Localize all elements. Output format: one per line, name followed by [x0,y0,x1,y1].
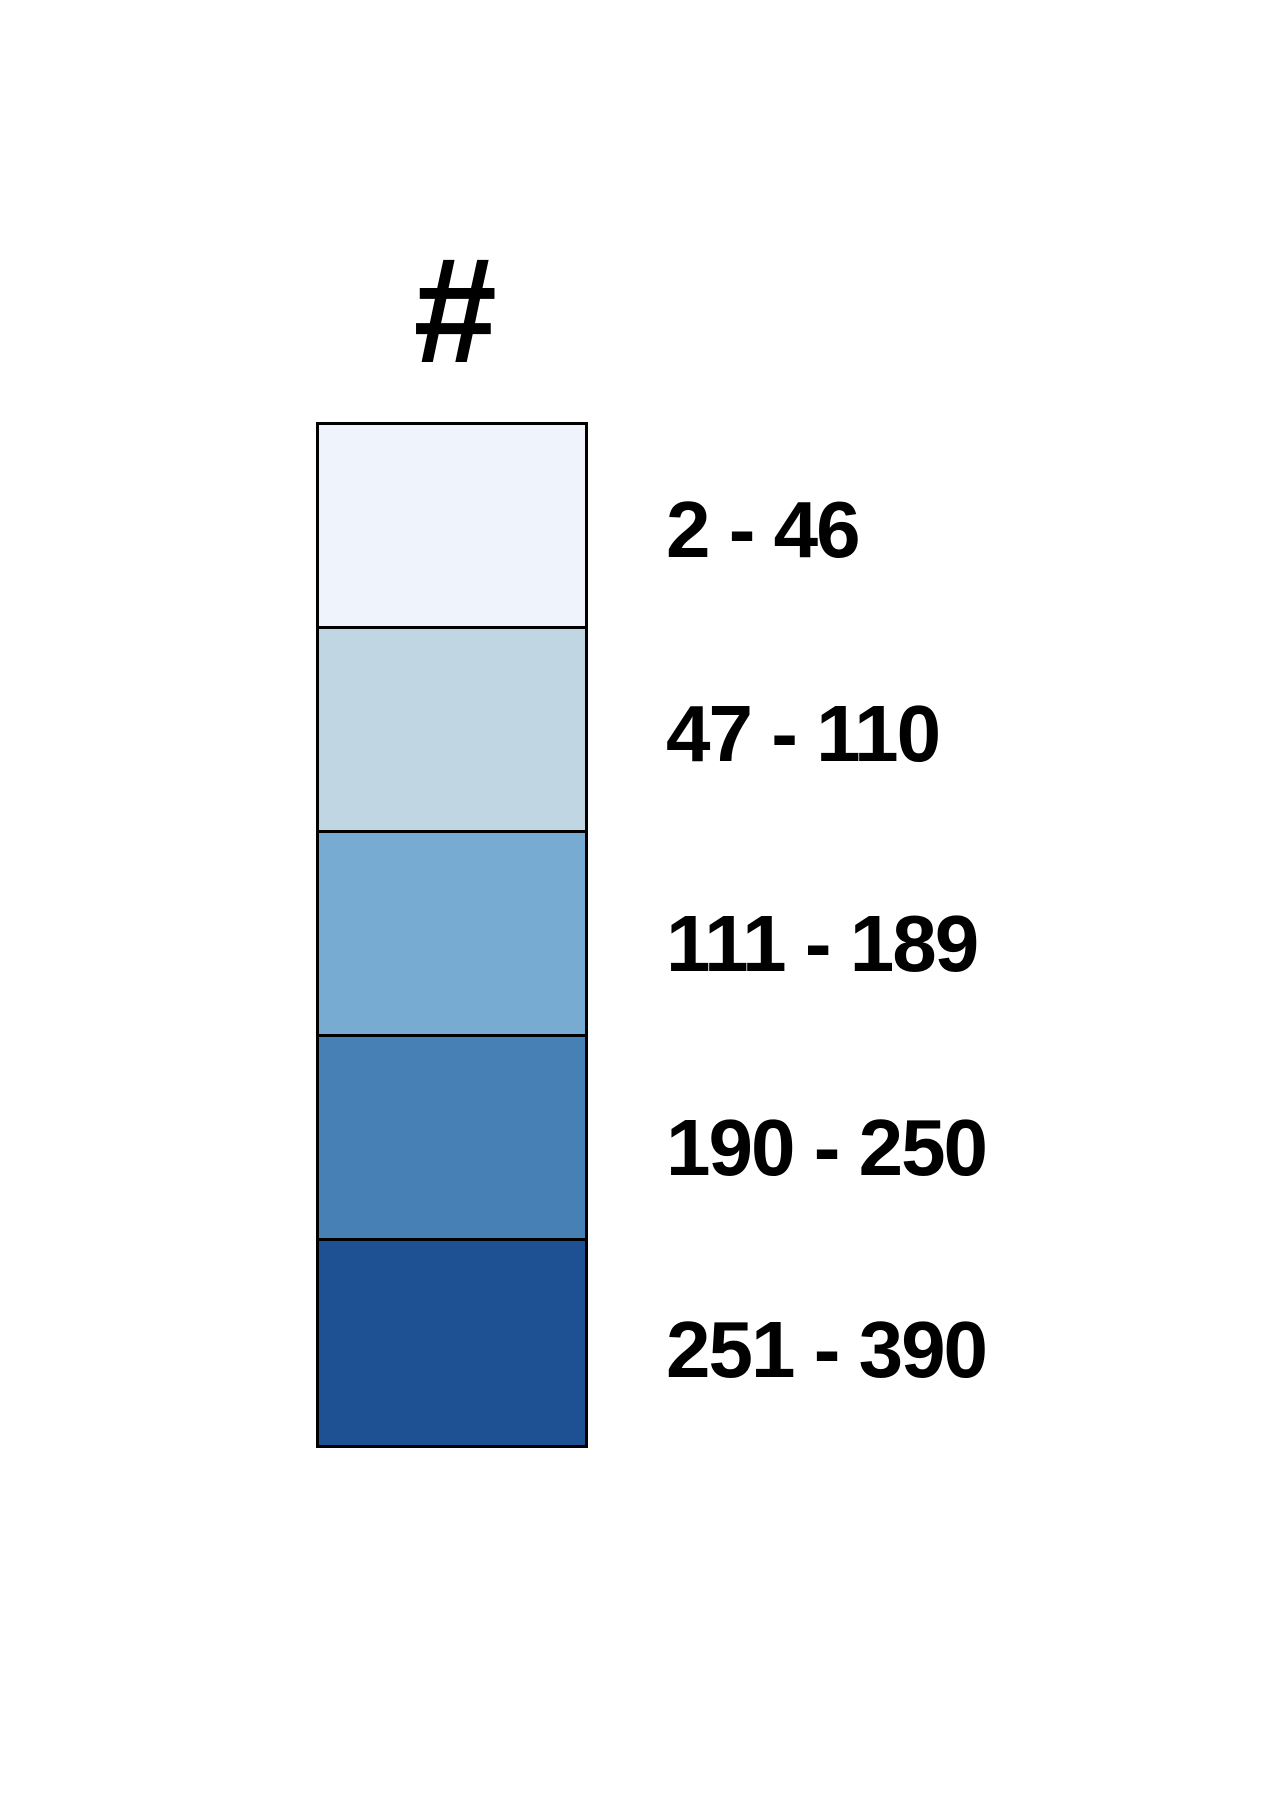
legend-label-class-3: 111 - 189 [666,899,979,988]
legend-label-class-5: 251 - 390 [666,1305,988,1394]
legend-label-class-4: 190 - 250 [666,1103,988,1192]
legend-label-class-1: 2 - 46 [666,485,861,574]
legend-swatch-column [316,422,588,1448]
legend-swatch-class-4 [319,1037,585,1241]
legend-swatch-class-2 [319,629,585,833]
legend-label-class-2: 47 - 110 [666,689,941,778]
legend-swatch-class-5 [319,1241,585,1445]
legend-swatch-class-1 [319,425,585,629]
legend-swatch-class-3 [319,833,585,1037]
legend-title: # [411,226,495,394]
